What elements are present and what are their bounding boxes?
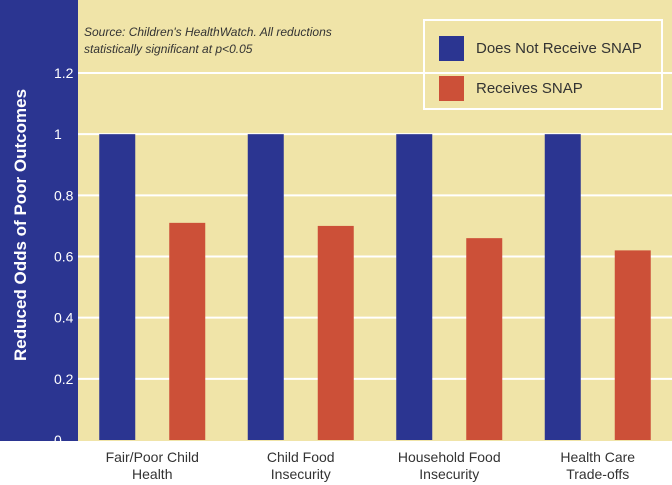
y-tick-label: 0.6: [54, 249, 74, 265]
category-label: Insecurity: [271, 466, 331, 482]
bar-does-not-receive-snap: [544, 134, 581, 440]
y-axis-band: [0, 0, 78, 441]
legend-swatch-receives-snap: [439, 76, 464, 101]
legend: Does Not Receive SNAP Receives SNAP: [423, 19, 663, 110]
bar-does-not-receive-snap: [396, 134, 433, 440]
category-label: Health: [132, 466, 172, 482]
category-label: Household Food: [398, 449, 501, 465]
source-note-line1: Source: Children's HealthWatch. All redu…: [84, 25, 332, 39]
legend-label-receives-snap: Receives SNAP: [476, 80, 583, 97]
category-label: Trade-offs: [566, 466, 629, 482]
bar-receives-snap: [169, 222, 206, 440]
legend-swatch-does-not-receive-snap: [439, 36, 464, 61]
category-label: Fair/Poor Child: [106, 449, 199, 465]
bar-receives-snap: [466, 238, 503, 440]
category-label: Child Food: [267, 449, 335, 465]
category-label: Health Care: [560, 449, 635, 465]
category-label: Insecurity: [419, 466, 479, 482]
y-tick-label: 0.2: [54, 371, 74, 387]
y-tick-label: 1: [54, 126, 62, 142]
y-tick-label: 0.8: [54, 187, 74, 203]
y-tick-label: 1.2: [54, 65, 74, 81]
bars: [99, 134, 651, 440]
y-tick-label: 0: [54, 432, 62, 448]
y-axis-label: Reduced Odds of Poor Outcomes: [11, 89, 30, 361]
source-note-line2: statistically significant at p<0.05: [84, 42, 253, 56]
legend-label-does-not-receive-snap: Does Not Receive SNAP: [476, 40, 642, 57]
y-tick-labels: 0 0.2 0.4 0.6 0.8 1 1.2: [54, 65, 74, 448]
legend-box: [423, 19, 663, 110]
bar-receives-snap: [614, 250, 651, 440]
bar-does-not-receive-snap: [99, 134, 136, 440]
bar-does-not-receive-snap: [247, 134, 284, 440]
bar-receives-snap: [317, 225, 354, 440]
y-tick-label: 0.4: [54, 310, 74, 326]
